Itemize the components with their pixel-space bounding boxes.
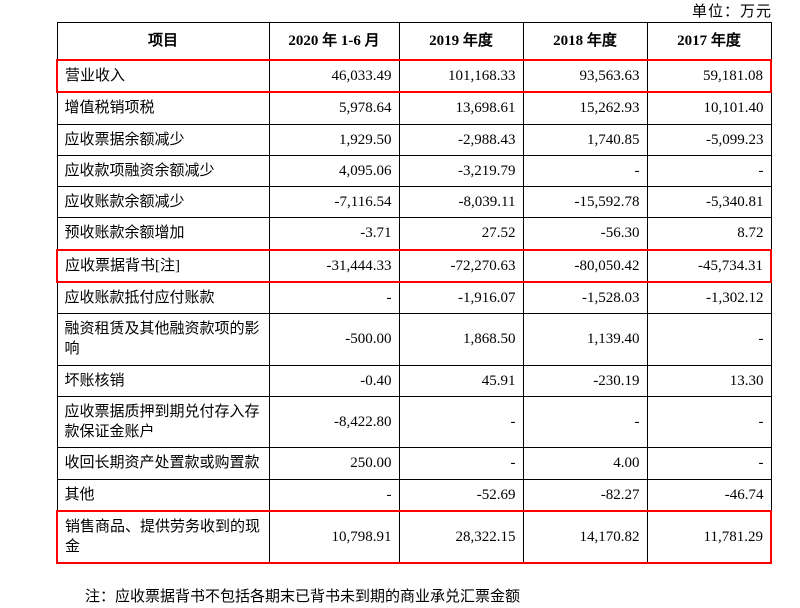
table-row: 收回长期资产处置款或购置款 250.00-4.00- <box>56 447 772 480</box>
row-value: -52.69 <box>398 478 524 512</box>
unit-label: 单位：万元 <box>691 4 772 20</box>
header-item: 项目 <box>56 22 270 61</box>
table-row: 应收票据余额减少 1,929.50 -2,988.43 1,740.85 -5,099.… <box>56 123 772 156</box>
row-label: 销售商品、提供劳务收到的现金 <box>56 509 270 565</box>
table-row: 预收账款余额增加 -3.71 27.52 -56.30 8.72 <box>56 217 772 250</box>
table-row: 应收票据质押到期兑付存入存款保证金账户 -8,422.80- - - <box>56 395 772 449</box>
row-value: - <box>268 281 400 314</box>
row-value: 46,033.49 <box>268 58 400 94</box>
row-value: - <box>646 154 772 188</box>
row-value: -230.19 <box>522 364 648 397</box>
row-label: 应收票据背书[注] <box>56 248 270 283</box>
row-label: 其他 <box>56 478 270 512</box>
row-label: 收回长期资产处置款或购置款 <box>56 447 270 480</box>
table-row: 应收账款抵付应付账款 - -1,916.07 -1,528.03 -1,302.12 <box>56 281 772 314</box>
table-header-row: 项目 2020 年 1-6 月 2019 年度 2018 年度 2017 年度 <box>56 22 772 61</box>
row-value: 4,095.06 <box>268 154 400 188</box>
row-value: -5,099.23 <box>646 123 772 156</box>
row-value: - <box>268 478 400 512</box>
table-row: 增值税销项税 5,978.64 13,698.61 15,262.93 10,101.4… <box>56 91 772 125</box>
table-row: 应收款项融资余额减少 4,095.06 -3,219.79- - <box>56 154 772 188</box>
row-value: - <box>646 447 772 480</box>
row-value: - <box>398 395 524 449</box>
row-value: -15,592.78 <box>522 185 648 219</box>
row-value: 101,168.33 <box>398 58 524 94</box>
row-label: 增值税销项税 <box>56 91 270 125</box>
row-label: 预收账款余额增加 <box>56 217 270 250</box>
row-value: 59,181.08 <box>646 58 772 94</box>
row-value: - <box>646 395 772 449</box>
row-value: -1,528.03 <box>522 281 648 314</box>
row-value: -500.00 <box>268 313 400 366</box>
table-row: 销售商品、提供劳务收到的现金 10,798.91 28,322.15 14,170.8… <box>56 509 772 565</box>
row-value: 28,322.15 <box>398 509 524 565</box>
row-value: -72,270.63 <box>398 248 524 283</box>
row-value: 5,978.64 <box>268 91 400 125</box>
row-value: -45,734.31 <box>646 248 772 283</box>
table-row: 其他 - -52.69 -82.27 -46.74 <box>56 478 772 512</box>
row-value: -82.27 <box>522 478 648 512</box>
row-label: 应收账款余额减少 <box>56 185 270 219</box>
row-value: 10,798.91 <box>268 509 400 565</box>
row-label: 营业收入 <box>56 58 270 94</box>
row-value: 15,262.93 <box>522 91 648 125</box>
row-value: -31,444.33 <box>268 248 400 283</box>
row-value: -56.30 <box>522 217 648 250</box>
row-value: 14,170.82 <box>522 509 648 565</box>
row-value: 1,139.40 <box>522 313 648 366</box>
table-row: 应收账款余额减少 -7,116.54 -8,039.11 -15,592.78 -5,3… <box>56 185 772 219</box>
row-label: 应收票据质押到期兑付存入存款保证金账户 <box>56 395 270 449</box>
row-label: 应收票据余额减少 <box>56 123 270 156</box>
row-value: 11,781.29 <box>646 509 772 565</box>
row-value: 13.30 <box>646 364 772 397</box>
row-value: 250.00 <box>268 447 400 480</box>
table-row: 营业收入 46,033.49 101,168.33 93,563.63 59,181.0… <box>56 58 772 94</box>
header-period: 2020 年 1-6 月 <box>268 22 400 61</box>
row-value: 93,563.63 <box>522 58 648 94</box>
footnote: 注：应收票据背书不包括各期末已背书未到期的商业承兑汇票金额 <box>85 589 521 605</box>
row-value: -2,988.43 <box>398 123 524 156</box>
row-label: 融资租赁及其他融资款项的影响 <box>56 313 270 366</box>
table-body: 营业收入 46,033.49 101,168.33 93,563.63 59,181.0… <box>56 58 772 565</box>
header-period: 2017 年度 <box>646 22 772 61</box>
row-value: -0.40 <box>268 364 400 397</box>
table-row: 应收票据背书[注] -31,444.33 -72,270.63 -80,050.42-… <box>56 248 772 283</box>
row-value: -8,422.80 <box>268 395 400 449</box>
header-period: 2019 年度 <box>398 22 524 61</box>
row-value: 1,868.50 <box>398 313 524 366</box>
row-value: - <box>522 395 648 449</box>
row-value: 13,698.61 <box>398 91 524 125</box>
table-row: 融资租赁及其他融资款项的影响 -500.00 1,868.50 1,139.40- <box>56 313 772 366</box>
row-value: -1,916.07 <box>398 281 524 314</box>
row-value: -7,116.54 <box>268 185 400 219</box>
row-value: -8,039.11 <box>398 185 524 219</box>
row-value: 8.72 <box>646 217 772 250</box>
row-value: 10,101.40 <box>646 91 772 125</box>
row-value: 1,929.50 <box>268 123 400 156</box>
row-value: -46.74 <box>646 478 772 512</box>
row-label: 应收账款抵付应付账款 <box>56 281 270 314</box>
row-label: 应收款项融资余额减少 <box>56 154 270 188</box>
row-value: -3.71 <box>268 217 400 250</box>
row-value: -1,302.12 <box>646 281 772 314</box>
row-value: - <box>646 313 772 366</box>
row-value: -3,219.79 <box>398 154 524 188</box>
row-value: - <box>398 447 524 480</box>
row-value: 4.00 <box>522 447 648 480</box>
row-value: - <box>522 154 648 188</box>
header-period: 2018 年度 <box>522 22 648 61</box>
row-value: 1,740.85 <box>522 123 648 156</box>
financial-table: 项目 2020 年 1-6 月 2019 年度 2018 年度 2017 年度 营业收入… <box>56 22 772 565</box>
row-value: 27.52 <box>398 217 524 250</box>
row-value: -5,340.81 <box>646 185 772 219</box>
row-label: 坏账核销 <box>56 364 270 397</box>
row-value: -80,050.42 <box>522 248 648 283</box>
row-value: 45.91 <box>398 364 524 397</box>
table-row: 坏账核销 -0.40 45.91 -230.19 13.30 <box>56 364 772 397</box>
